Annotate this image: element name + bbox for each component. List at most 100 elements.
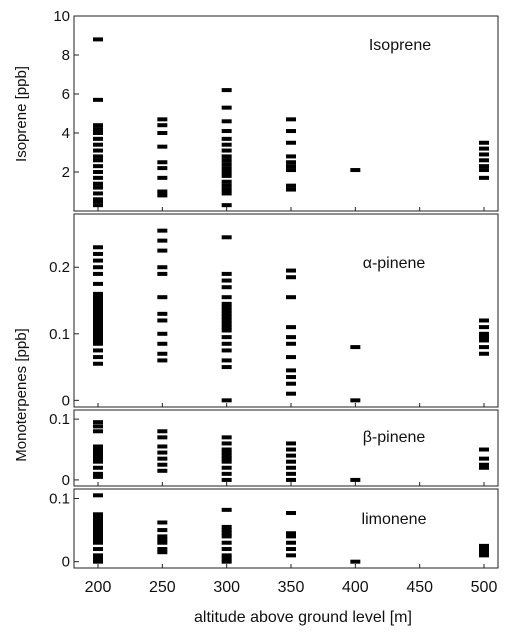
y-axis-label-isoprene: Isoprene [ppb] [13,66,30,162]
isoprene-data-point [93,148,103,153]
limonene-data-point [93,553,103,558]
alpha-pinene-data-point [157,341,168,346]
alpha-pinene-data-point [286,375,296,380]
alpha-pinene-data-point [93,291,103,296]
beta-pinene-data-point [221,453,232,458]
beta-pinene-data-point [93,450,103,455]
isoprene-data-point [221,191,232,196]
beta-pinene-data-point [157,456,168,461]
isoprene-data-point [221,158,232,163]
alpha-pinene-panel-title: α-pinene [363,255,426,272]
alpha-pinene-data-point [93,321,103,326]
isoprene-data-point [221,203,232,208]
alpha-pinene-data-point [93,318,103,323]
isoprene-data-point [93,199,103,204]
beta-pinene-panel-title: β-pinene [363,429,426,446]
isoprene-data-point [93,131,103,135]
alpha-pinene-data-point [479,338,489,343]
alpha-pinene-data-point [157,238,168,243]
isoprene-y-tick-label: 8 [62,47,70,64]
isoprene-data-point [221,105,232,110]
isoprene-data-point [93,123,103,128]
alpha-pinene-y-tick-label: 0.1 [49,326,70,343]
beta-pinene-data-point [157,462,168,467]
beta-pinene-data-point [286,459,296,464]
isoprene-y-tick-label: 4 [62,125,70,142]
alpha-pinene-data-point [93,361,103,366]
isoprene-data-point [93,136,103,141]
alpha-pinene-data-point [479,325,489,330]
limonene-panel-frame [73,488,499,569]
alpha-pinene-data-point [93,258,103,263]
alpha-pinene-data-point [286,355,296,360]
alpha-pinene-data-point [221,311,232,316]
limonene-data-point [157,537,168,542]
isoprene-data-point [221,162,232,167]
isoprene-data-point [479,140,489,145]
alpha-pinene-data-point [479,345,489,350]
alpha-pinene-y-tick-label: 0 [62,392,70,409]
limonene-data-point [221,556,232,561]
beta-pinene-data-point [157,450,168,455]
isoprene-data-point [286,140,296,145]
alpha-pinene-data-point [479,318,489,323]
alpha-pinene-data-point [93,301,103,306]
beta-pinene-y-tick-label: 0 [62,472,70,489]
isoprene-data-point [157,144,168,149]
isoprene-data-point [93,181,103,186]
alpha-pinene-data-point [221,328,232,333]
alpha-pinene-data-point [93,305,103,310]
isoprene-data-point [221,166,232,171]
limonene-y-tick-label: 0 [62,554,70,571]
alpha-pinene-data-point [286,325,296,330]
isoprene-data-point [93,97,103,102]
isoprene-data-point [221,173,232,178]
limonene-data-point [286,531,296,536]
alpha-pinene-data-point [157,265,168,270]
isoprene-data-point [221,170,232,174]
limonene-data-point [93,534,103,539]
limonene-data-point [221,531,232,536]
isoprene-panel-frame [73,15,499,212]
isoprene-data-point [286,160,296,165]
isoprene-data-point [286,154,296,159]
alpha-pinene-data-point [221,321,232,326]
limonene-data-point [286,511,296,516]
limonene-data-point [221,534,232,539]
alpha-pinene-data-point [93,245,103,250]
alpha-pinene-data-point [93,265,103,270]
alpha-pinene-data-point [221,278,232,283]
alpha-pinene-data-point [221,285,232,290]
isoprene-data-point [93,142,103,147]
beta-pinene-data-point [286,447,296,452]
beta-pinene-data-point [479,447,489,452]
alpha-pinene-data-point [221,398,232,403]
isoprene-data-point [221,136,232,141]
alpha-pinene-data-point [350,345,361,350]
limonene-data-point [157,528,168,533]
isoprene-data-point [157,189,168,194]
alpha-pinene-data-point [157,351,168,356]
isoprene-data-point [286,183,296,188]
alpha-pinene-data-point [221,365,232,370]
alpha-pinene-data-point [221,318,232,323]
alpha-pinene-data-point [221,325,232,330]
limonene-data-point [93,515,103,520]
alpha-pinene-data-point [479,335,489,340]
limonene-data-point [93,524,103,529]
alpha-pinene-data-point [157,358,168,363]
alpha-pinene-data-point [93,348,103,353]
isoprene-data-point [93,203,103,208]
isoprene-data-point [286,117,296,122]
limonene-data-point [286,534,296,539]
beta-pinene-y-tick-label: 0.1 [49,411,70,428]
alpha-pinene-data-point [221,358,232,363]
limonene-data-point [157,520,168,525]
alpha-pinene-data-point [93,338,103,343]
isoprene-data-point [479,146,489,151]
limonene-data-point [479,543,489,548]
alpha-pinene-data-point [157,311,168,316]
alpha-pinene-data-point [93,335,103,340]
alpha-pinene-data-point [93,281,103,286]
alpha-pinene-data-point [93,311,103,316]
